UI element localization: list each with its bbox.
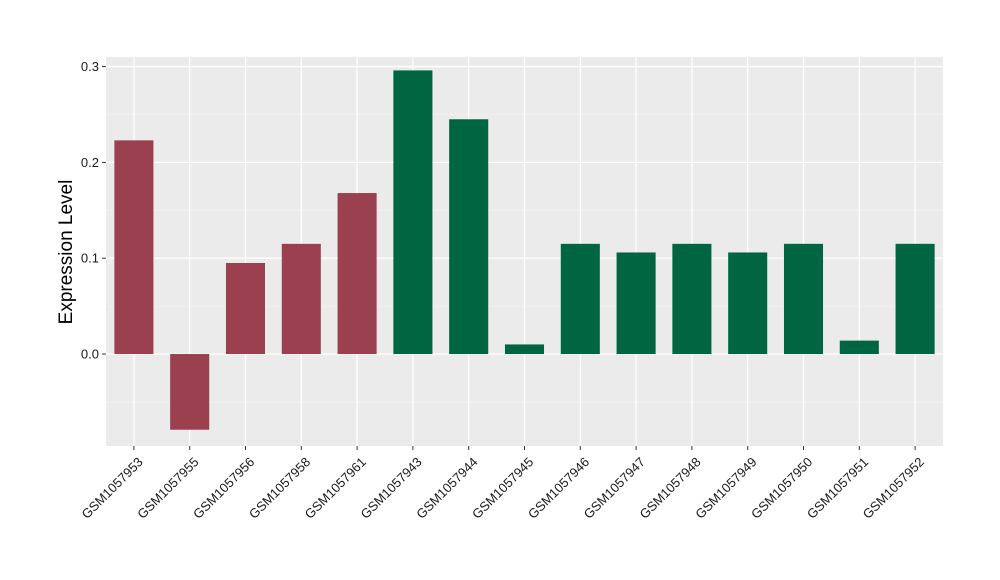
y-tick-label: 0.0 [81,347,99,362]
y-axis: 0.0 0.1 0.2 0.3 [81,59,106,362]
bar-gsm1057953 [114,140,154,355]
y-axis-title: Expression Level [56,180,77,325]
bar-gsm1057943 [393,70,433,355]
bar-gsm1057944 [449,119,489,355]
bar-gsm1057948 [672,243,712,355]
y-tick-label: 0.1 [81,251,99,266]
bar-gsm1057952 [895,243,935,355]
bar-gsm1057955 [170,354,210,430]
y-tick-label: 0.3 [81,59,99,74]
bar-gsm1057950 [783,243,824,355]
bars [114,70,935,430]
bar-gsm1057958 [281,243,321,355]
bar-gsm1057956 [225,262,266,355]
y-tick-label: 0.2 [81,155,99,170]
x-axis: GSM1057953GSM1057955GSM1057956GSM1057958… [78,446,927,522]
bar-gsm1057947 [616,252,656,355]
bar-gsm1057949 [728,252,768,355]
bar-gsm1057946 [560,243,600,355]
bar-gsm1057951 [839,340,879,355]
bar-gsm1057945 [504,344,545,355]
bar-gsm1057961 [337,193,377,355]
